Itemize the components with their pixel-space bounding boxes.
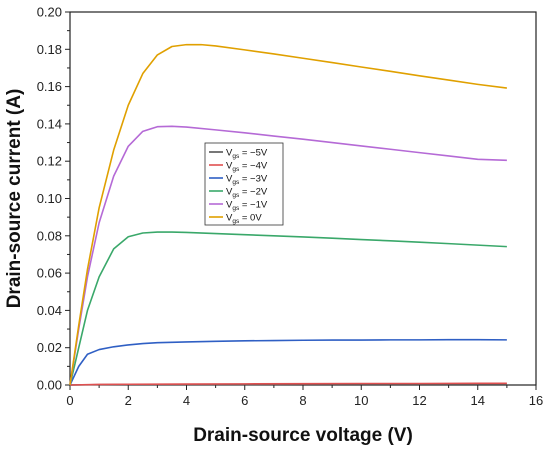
x-tick-label: 4	[183, 393, 190, 408]
x-tick-label: 12	[412, 393, 426, 408]
y-tick-label: 0.04	[37, 303, 62, 318]
legend-entry: Vgs = −1V	[226, 200, 268, 213]
x-tick-label: 14	[471, 393, 485, 408]
legend-entry: Vgs = −4V	[226, 161, 268, 174]
x-tick-label: 16	[529, 393, 543, 408]
y-tick-label: 0.20	[37, 5, 62, 20]
y-tick-label: 0.00	[37, 378, 62, 393]
series-line	[69, 382, 507, 386]
x-tick-label: 6	[241, 393, 248, 408]
series-line	[69, 338, 507, 386]
x-tick-label: 10	[354, 393, 368, 408]
legend-entry: Vgs = −2V	[226, 187, 268, 200]
y-axis-title: Drain-source current (A)	[4, 89, 25, 309]
y-tick-label: 0.10	[37, 191, 62, 206]
x-tick-label: 2	[125, 393, 132, 408]
y-tick-label: 0.08	[37, 228, 62, 243]
y-tick-label: 0.06	[37, 266, 62, 281]
x-tick-label: 8	[299, 393, 306, 408]
axis-ticks	[65, 11, 537, 390]
series-line	[69, 125, 507, 386]
legend-entry: Vgs = −5V	[226, 148, 268, 161]
series-lines	[69, 43, 507, 386]
series-line	[69, 231, 507, 386]
series-line	[69, 43, 507, 386]
x-tick-label: 0	[66, 393, 73, 408]
y-tick-label: 0.12	[37, 154, 62, 169]
y-tick-label: 0.18	[37, 42, 62, 57]
y-tick-label: 0.02	[37, 340, 62, 355]
y-tick-label: 0.16	[37, 79, 62, 94]
plot-frame	[69, 11, 537, 386]
axis-tick-labels: 0 2 4 6 8 10 12 14 16 0.00 0.02 0.04 0.06 0.08 0.10 0.1…	[37, 5, 544, 409]
y-tick-label: 0.14	[37, 116, 62, 131]
legend-box	[204, 142, 284, 226]
x-axis-title: Drain-source voltage (V)	[193, 425, 413, 446]
legend-entry: Vgs = −3V	[226, 174, 268, 187]
legend-entry: Vgs = 0V	[226, 213, 262, 226]
